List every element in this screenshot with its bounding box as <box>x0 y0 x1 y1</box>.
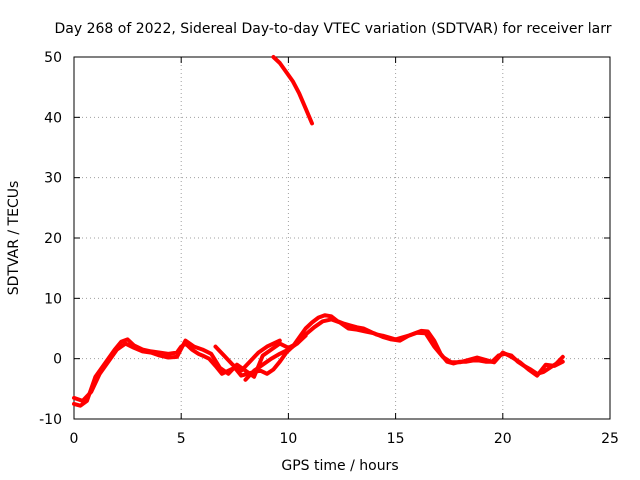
y-tick-label: 50 <box>44 50 62 66</box>
y-tick-label: 30 <box>44 171 62 187</box>
y-axis-label: SDTVAR / TECUs <box>6 181 22 296</box>
grid-lines <box>74 57 610 419</box>
x-tick-label: 10 <box>279 431 297 447</box>
y-tick-label: 20 <box>44 231 62 247</box>
x-tick-label: 15 <box>387 431 405 447</box>
series-line-trace-4 <box>243 333 308 382</box>
axis-ticks: 0 5 10 15 20 25 -10 0 10 20 30 40 50 <box>39 50 619 447</box>
y-tick-label: 10 <box>44 291 62 307</box>
series-group <box>72 55 565 408</box>
x-tick-label: 0 <box>70 431 79 447</box>
series-line-trace-3 <box>213 338 282 373</box>
series-line-trace-2 <box>72 317 565 403</box>
x-tick-label: 20 <box>494 431 512 447</box>
y-tick-label: 0 <box>53 352 62 368</box>
chart-title: Day 268 of 2022, Sidereal Day-to-day VTE… <box>55 21 612 37</box>
series-line-trace-high <box>271 55 314 126</box>
series-line-trace-1 <box>72 313 565 408</box>
y-tick-label: -10 <box>39 412 62 428</box>
y-tick-label: 40 <box>44 110 62 126</box>
x-tick-label: 5 <box>177 431 186 447</box>
x-axis-label: GPS time / hours <box>281 458 398 474</box>
x-tick-label: 25 <box>601 431 619 447</box>
